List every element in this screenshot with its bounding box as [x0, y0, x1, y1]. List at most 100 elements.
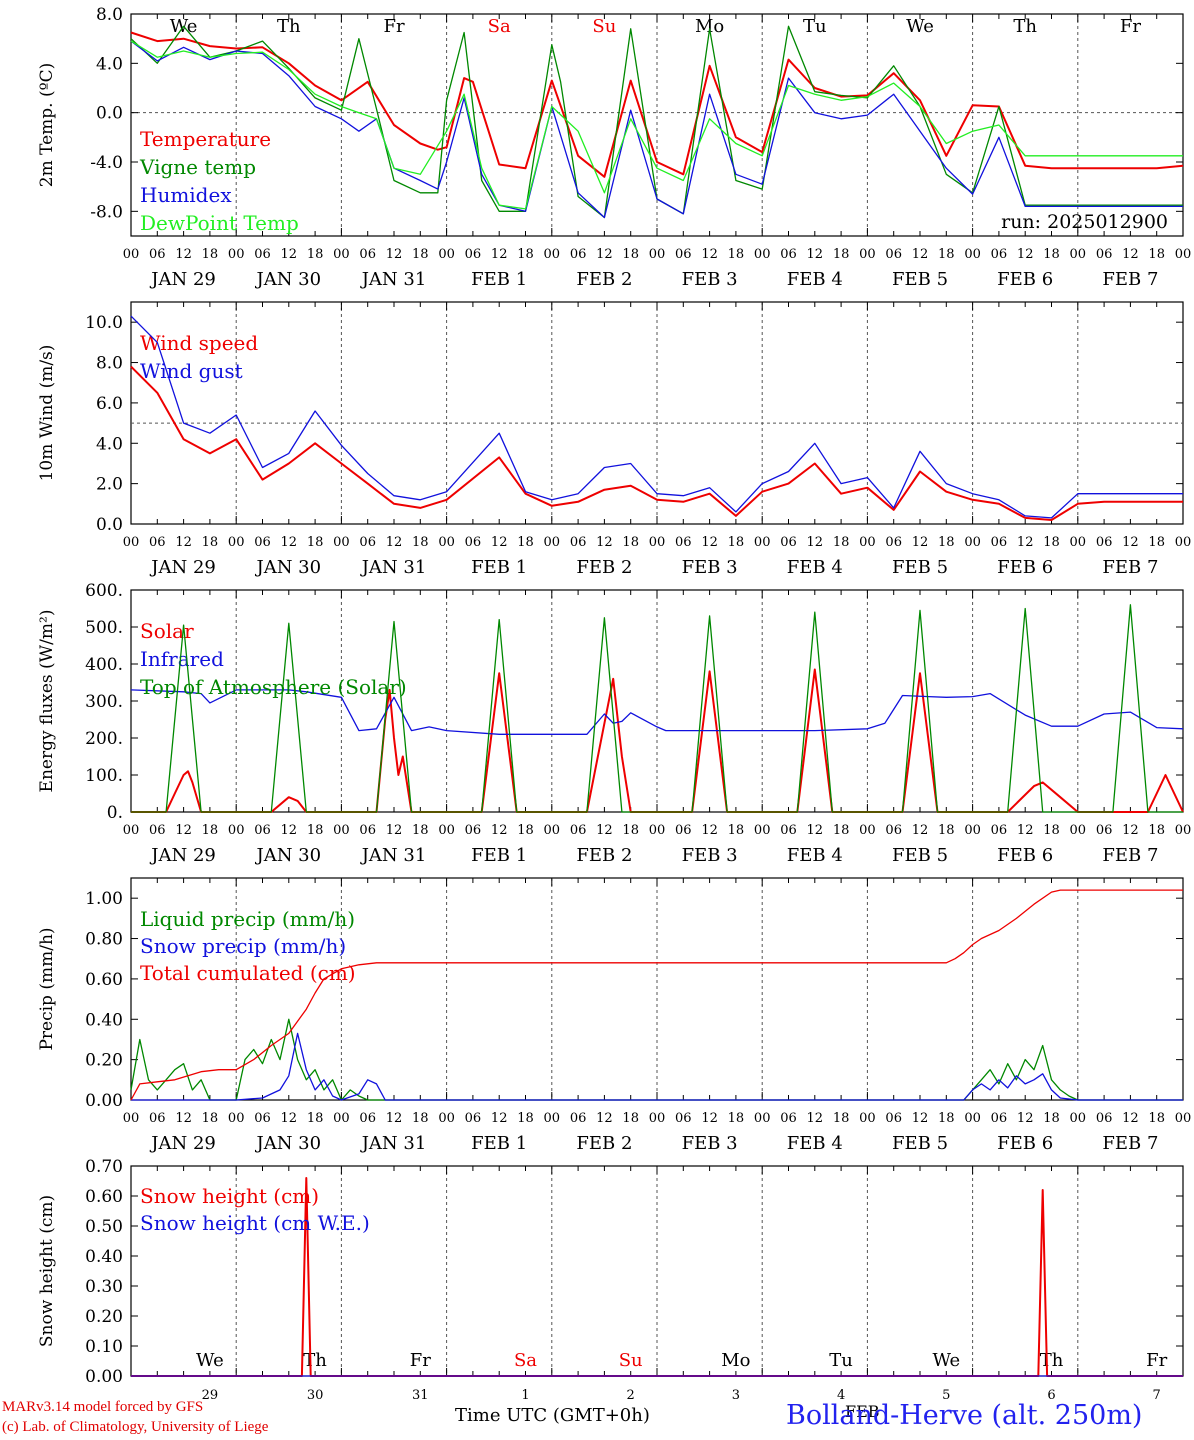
hour-tick-label: 00: [754, 535, 771, 550]
day-number-label: 6: [1047, 1388, 1055, 1403]
legend-entry: Solar: [140, 619, 194, 643]
date-label: FEB 6: [997, 557, 1053, 578]
hour-tick-label: 06: [359, 247, 376, 262]
hour-tick-label: 00: [859, 535, 876, 550]
y-tick-label: 200.: [85, 729, 123, 749]
hour-tick-label: 06: [885, 247, 902, 262]
date-label: FEB 5: [892, 845, 948, 866]
hour-tick-label: 12: [386, 247, 403, 262]
hour-tick-label: 12: [701, 823, 718, 838]
hour-tick-label: 06: [675, 247, 692, 262]
hour-tick-label: 00: [964, 535, 981, 550]
hour-tick-label: 00: [228, 823, 245, 838]
month-label: FEB: [845, 1402, 880, 1421]
day-number-label: 29: [202, 1388, 219, 1403]
date-label: FEB 3: [682, 269, 738, 290]
series-line: [131, 1032, 1183, 1101]
hour-tick-label: 12: [386, 1111, 403, 1126]
weekday-label: Th: [1040, 1350, 1064, 1371]
hour-tick-label: 12: [1017, 535, 1034, 550]
hour-tick-label: 18: [1148, 247, 1165, 262]
series-line: [130, 1018, 1183, 1101]
hour-tick-label: 18: [1043, 247, 1060, 262]
day-number-label: 31: [412, 1388, 429, 1403]
hour-tick-label: 00: [123, 247, 140, 262]
hour-tick-label: 12: [281, 823, 298, 838]
legend-entry: Liquid precip (mm/h): [140, 907, 355, 931]
y-tick-label: 0.60: [85, 1187, 123, 1207]
hour-tick-label: 12: [596, 535, 613, 550]
hour-tick-label: 12: [386, 823, 403, 838]
hour-tick-label: 06: [359, 535, 376, 550]
hour-tick-label: 12: [807, 1111, 824, 1126]
hour-tick-label: 18: [202, 535, 219, 550]
hour-tick-label: 18: [938, 247, 955, 262]
hour-tick-label: 00: [123, 535, 140, 550]
hour-tick-label: 00: [1175, 535, 1192, 550]
hour-tick-label: 06: [991, 1111, 1008, 1126]
hour-tick-label: 12: [701, 247, 718, 262]
hour-tick-label: 00: [438, 823, 455, 838]
hour-tick-label: 18: [938, 535, 955, 550]
day-number-label: 1: [521, 1388, 529, 1403]
series-line: [130, 315, 1183, 519]
y-tick-label: 10.0: [85, 313, 123, 333]
hour-tick-label: 18: [1043, 1111, 1060, 1126]
hour-tick-label: 12: [912, 1111, 929, 1126]
hour-tick-label: 18: [728, 823, 745, 838]
hour-tick-label: 18: [622, 823, 639, 838]
hour-tick-label: 00: [1175, 247, 1192, 262]
hour-tick-label: 00: [859, 247, 876, 262]
y-axis-label: Energy fluxes (W/m²): [37, 610, 57, 793]
hour-tick-label: 06: [359, 823, 376, 838]
hour-tick-label: 18: [728, 535, 745, 550]
hour-tick-label: 00: [754, 1111, 771, 1126]
date-label: FEB 1: [471, 269, 527, 290]
date-label: JAN 30: [255, 1133, 322, 1154]
hour-tick-label: 18: [517, 823, 534, 838]
hour-tick-label: 00: [544, 823, 561, 838]
hour-tick-label: 18: [517, 535, 534, 550]
weekday-label: Th: [1013, 16, 1037, 37]
y-tick-label: 0.70: [85, 1157, 123, 1177]
weekday-label: Fr: [1146, 1350, 1167, 1371]
y-tick-label: 0.40: [85, 1247, 123, 1267]
hour-tick-label: 00: [544, 1111, 561, 1126]
hour-tick-label: 18: [1043, 823, 1060, 838]
hour-tick-label: 00: [1070, 247, 1087, 262]
hour-tick-label: 06: [254, 1111, 271, 1126]
date-label: JAN 30: [255, 269, 322, 290]
hour-tick-label: 18: [622, 1111, 639, 1126]
legend-entry: Vigne temp: [139, 155, 256, 179]
hour-tick-label: 12: [701, 535, 718, 550]
date-label: FEB 3: [682, 557, 738, 578]
hour-tick-label: 18: [833, 1111, 850, 1126]
series-line: [130, 365, 1183, 521]
y-tick-label: 8.0: [96, 354, 123, 374]
hour-tick-label: 00: [438, 247, 455, 262]
hour-tick-label: 12: [1017, 247, 1034, 262]
y-tick-label: -8.0: [90, 202, 123, 222]
hour-tick-label: 12: [491, 535, 508, 550]
hour-tick-label: 00: [333, 535, 350, 550]
y-tick-label: 0.00: [85, 1091, 123, 1111]
date-label: FEB 1: [471, 845, 527, 866]
hour-tick-label: 12: [1122, 247, 1139, 262]
hour-tick-label: 06: [1096, 1111, 1113, 1126]
run-annotation: run: 2025012900: [1001, 211, 1168, 233]
hour-tick-label: 00: [964, 823, 981, 838]
hour-tick-label: 00: [754, 247, 771, 262]
hour-tick-label: 18: [833, 247, 850, 262]
date-label: JAN 31: [360, 557, 427, 578]
date-label: FEB 2: [576, 1133, 632, 1154]
hour-tick-label: 12: [596, 823, 613, 838]
hour-tick-label: 12: [386, 535, 403, 550]
hour-tick-label: 12: [1017, 823, 1034, 838]
hour-tick-label: 00: [228, 535, 245, 550]
legend-entry: Snow precip (mm/h): [140, 934, 346, 958]
hour-tick-label: 00: [649, 535, 666, 550]
series-line: [130, 889, 1183, 1101]
hour-tick-label: 00: [544, 535, 561, 550]
hour-tick-label: 18: [307, 247, 324, 262]
